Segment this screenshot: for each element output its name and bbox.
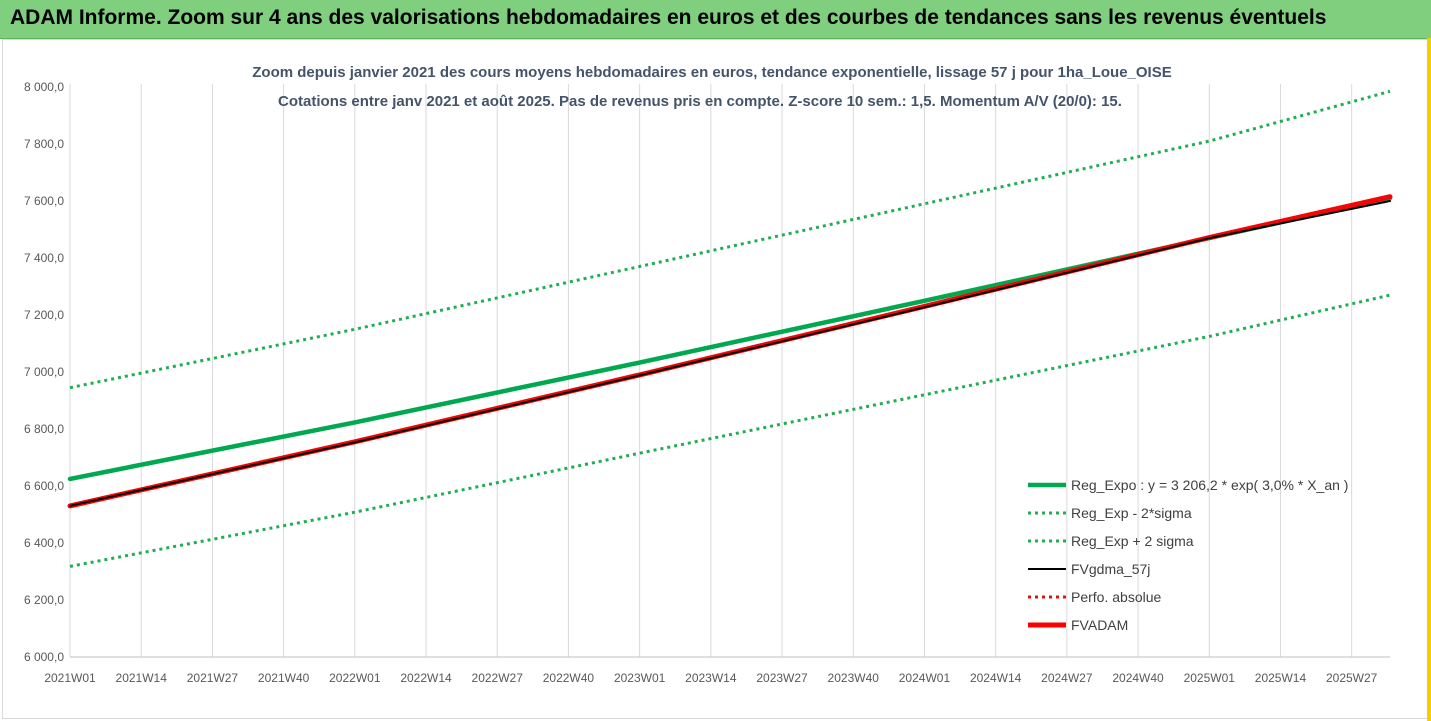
x-tick-label: 2021W40 [258, 671, 310, 685]
y-tick-label: 7 800,0 [24, 137, 64, 151]
x-tick-label: 2024W14 [970, 671, 1022, 685]
x-tick-label: 2021W14 [116, 671, 168, 685]
x-tick-label: 2021W01 [44, 671, 96, 685]
accent-line [1427, 38, 1431, 721]
x-tick-label: 2025W01 [1184, 671, 1236, 685]
legend-label: FVADAM [1071, 617, 1128, 633]
series-line-reg_exp [69, 293, 1391, 568]
y-tick-label: 7 200,0 [24, 308, 64, 322]
y-tick-label: 6 800,0 [24, 422, 64, 436]
y-tick-label: 6 400,0 [24, 536, 64, 550]
x-tick-label: 2023W40 [828, 671, 880, 685]
x-tick-label: 2021W27 [187, 671, 239, 685]
legend-label: Perfo. absolue [1071, 589, 1161, 605]
report-title: ADAM Informe. Zoom sur 4 ans des valoris… [10, 6, 1327, 29]
x-tick-label: 2024W27 [1041, 671, 1093, 685]
chart-subtitle: Cotations entre janv 2021 et août 2025. … [278, 93, 1122, 110]
x-tick-label: 2023W01 [614, 671, 666, 685]
chart-title: Zoom depuis janvier 2021 des cours moyen… [252, 64, 1171, 81]
x-tick-label: 2023W14 [685, 671, 737, 685]
x-tick-label: 2025W14 [1255, 671, 1307, 685]
chart-frame [2, 39, 1429, 719]
x-tick-label: 2022W40 [543, 671, 595, 685]
y-tick-label: 6 600,0 [24, 479, 64, 493]
legend-label: Reg_Expo : y = 3 206,2 * exp( 3,0% * X_a… [1071, 477, 1348, 493]
x-tick-label: 2024W40 [1112, 671, 1164, 685]
legend: Reg_Expo : y = 3 206,2 * exp( 3,0% * X_a… [1028, 477, 1348, 633]
legend-label: FVgdma_57j [1071, 561, 1150, 577]
legend-label: Reg_Exp - 2*sigma [1071, 505, 1192, 521]
series [67, 89, 1393, 568]
y-tick-label: 7 000,0 [24, 365, 64, 379]
y-tick-label: 7 400,0 [24, 251, 64, 265]
y-tick-label: 7 600,0 [24, 194, 64, 208]
legend-label: Reg_Exp + 2 sigma [1071, 533, 1194, 549]
x-tick-label: 2022W14 [400, 671, 452, 685]
y-tick-label: 6 000,0 [24, 650, 64, 664]
series-line-fvgdma_57j [69, 200, 1391, 507]
y-tick-label: 6 200,0 [24, 593, 64, 607]
x-tick-label: 2023W27 [756, 671, 808, 685]
axes: 2021W01 2021W14 2021W27 2021W40 2022W01 2022W… [24, 80, 1390, 685]
y-tick-label: 8 000,0 [24, 80, 64, 94]
series-line-reg_exp [69, 89, 1391, 390]
grid [69, 84, 1353, 657]
x-tick-label: 2022W27 [472, 671, 524, 685]
x-tick-label: 2022W01 [329, 671, 381, 685]
x-tick-label: 2024W01 [899, 671, 951, 685]
report-header: ADAM Informe. Zoom sur 4 ans des valoris… [0, 0, 1431, 39]
x-tick-label: 2025W27 [1326, 671, 1378, 685]
